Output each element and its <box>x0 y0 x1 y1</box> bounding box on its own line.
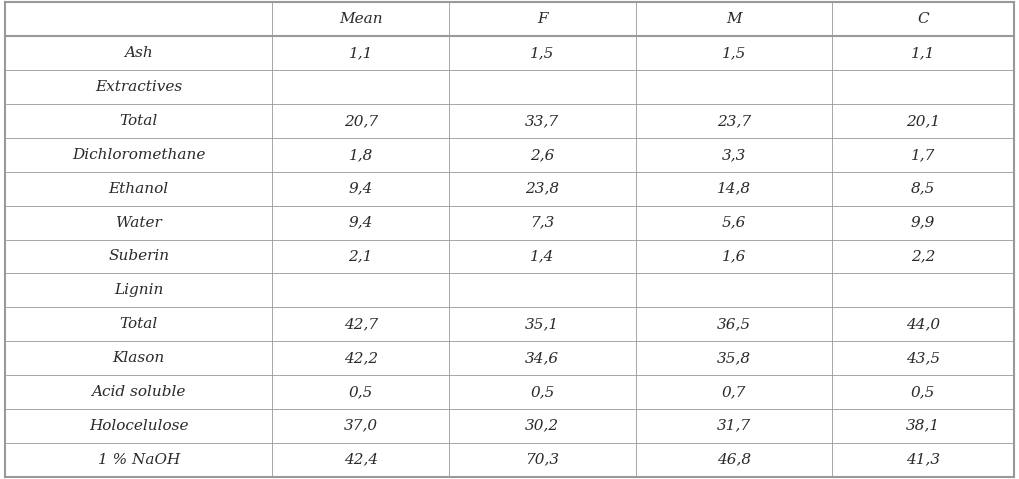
Text: 42,7: 42,7 <box>343 317 378 331</box>
Text: 42,2: 42,2 <box>343 351 378 365</box>
Text: 34,6: 34,6 <box>525 351 559 365</box>
Text: 20,7: 20,7 <box>343 114 378 128</box>
Text: Klason: Klason <box>113 351 165 365</box>
Text: 9,9: 9,9 <box>911 216 935 229</box>
Text: Acid soluble: Acid soluble <box>92 385 185 399</box>
Text: 38,1: 38,1 <box>906 419 941 433</box>
Text: 1,1: 1,1 <box>911 46 935 60</box>
Text: 14,8: 14,8 <box>717 182 751 196</box>
Text: Mean: Mean <box>339 12 382 26</box>
Text: 1,4: 1,4 <box>530 250 554 263</box>
Text: 44,0: 44,0 <box>906 317 941 331</box>
Text: 5,6: 5,6 <box>721 216 746 229</box>
Text: 0,5: 0,5 <box>911 385 935 399</box>
Text: 23,7: 23,7 <box>717 114 751 128</box>
Text: Extractives: Extractives <box>95 80 182 94</box>
Text: 36,5: 36,5 <box>717 317 751 331</box>
Text: F: F <box>537 12 547 26</box>
Text: 46,8: 46,8 <box>717 453 751 467</box>
Text: 33,7: 33,7 <box>525 114 559 128</box>
Text: 1,5: 1,5 <box>721 46 746 60</box>
Text: 35,1: 35,1 <box>525 317 559 331</box>
Text: 1,1: 1,1 <box>348 46 373 60</box>
Text: 31,7: 31,7 <box>717 419 751 433</box>
Text: 35,8: 35,8 <box>717 351 751 365</box>
Text: 2,6: 2,6 <box>530 148 554 162</box>
Text: Ash: Ash <box>124 46 153 60</box>
Text: Total: Total <box>119 114 158 128</box>
Text: 9,4: 9,4 <box>348 216 373 229</box>
Text: 2,2: 2,2 <box>911 250 935 263</box>
Text: 0,7: 0,7 <box>721 385 746 399</box>
Text: 7,3: 7,3 <box>530 216 554 229</box>
Text: Suberin: Suberin <box>108 250 169 263</box>
Text: C: C <box>917 12 929 26</box>
Text: Holocelulose: Holocelulose <box>89 419 189 433</box>
Text: 2,1: 2,1 <box>348 250 373 263</box>
Text: 0,5: 0,5 <box>530 385 554 399</box>
Text: 23,8: 23,8 <box>525 182 559 196</box>
Text: 3,3: 3,3 <box>721 148 746 162</box>
Text: Ethanol: Ethanol <box>109 182 169 196</box>
Text: 43,5: 43,5 <box>906 351 941 365</box>
Text: Lignin: Lignin <box>114 283 163 297</box>
Text: 8,5: 8,5 <box>911 182 935 196</box>
Text: Water: Water <box>116 216 162 229</box>
Text: 1,8: 1,8 <box>348 148 373 162</box>
Text: 70,3: 70,3 <box>525 453 559 467</box>
Text: 20,1: 20,1 <box>906 114 941 128</box>
Text: 41,3: 41,3 <box>906 453 941 467</box>
Text: 30,2: 30,2 <box>525 419 559 433</box>
Text: 1,6: 1,6 <box>721 250 746 263</box>
Text: 1,5: 1,5 <box>530 46 554 60</box>
Text: 9,4: 9,4 <box>348 182 373 196</box>
Text: Total: Total <box>119 317 158 331</box>
Text: 0,5: 0,5 <box>348 385 373 399</box>
Text: M: M <box>727 12 742 26</box>
Text: Dichloromethane: Dichloromethane <box>72 148 206 162</box>
Text: 42,4: 42,4 <box>343 453 378 467</box>
Text: 1,7: 1,7 <box>911 148 935 162</box>
Text: 37,0: 37,0 <box>343 419 378 433</box>
Text: 1 % NaOH: 1 % NaOH <box>98 453 180 467</box>
